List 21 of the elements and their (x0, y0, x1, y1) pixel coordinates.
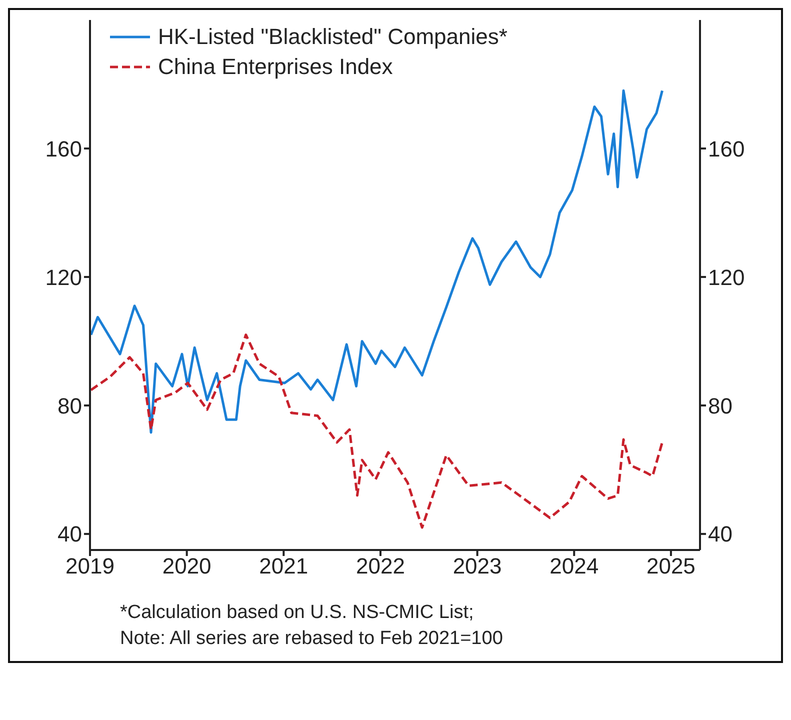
x-tick-label: 2023 (452, 554, 502, 579)
x-tick-label: 2025 (646, 554, 696, 579)
y-tick-label: 160 (45, 136, 82, 162)
legend-label: HK-Listed "Blacklisted" Companies* (158, 24, 508, 50)
y-tick-label: 80 (58, 393, 82, 418)
x-tick-label: 2019 (66, 554, 114, 579)
y2-tick-label: 160 (708, 136, 745, 162)
x-tick-label: 2021 (259, 554, 308, 579)
legend-label: China Enterprises Index (158, 54, 393, 80)
x-tick-label: 2020 (162, 554, 212, 579)
text: Note: All series are rebased to Feb 2021=100 (120, 626, 504, 651)
x-tick-label: 2022 (356, 554, 405, 579)
y-tick-label: 40 (58, 522, 82, 547)
y2-tick-label: 80 (708, 393, 732, 418)
line-series (90, 334, 664, 529)
line-series (90, 89, 664, 434)
x-tick-label: 2024 (550, 554, 599, 579)
y2-tick-label: 40 (708, 522, 732, 547)
text: *Calculation based on U.S. NS-CMIC List; (120, 601, 475, 625)
y-tick-label: 120 (45, 264, 82, 290)
y2-tick-label: 120 (708, 264, 745, 290)
